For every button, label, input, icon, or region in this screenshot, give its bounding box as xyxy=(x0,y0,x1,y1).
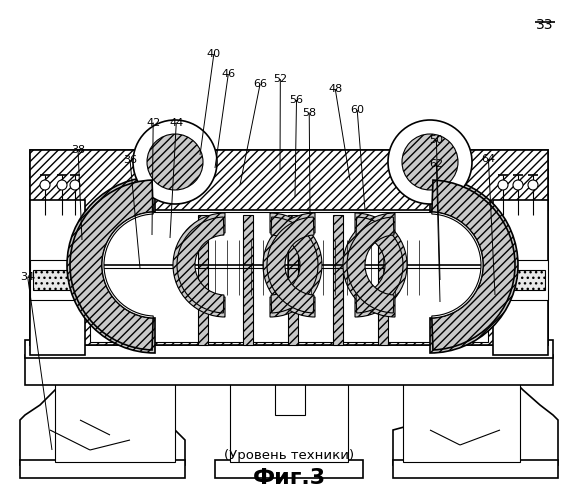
Bar xyxy=(25,340,553,358)
Bar xyxy=(275,355,305,415)
Polygon shape xyxy=(20,360,185,465)
Circle shape xyxy=(388,120,472,204)
Wedge shape xyxy=(70,180,153,350)
Bar xyxy=(493,200,548,355)
Bar xyxy=(30,150,548,345)
Wedge shape xyxy=(67,177,155,353)
Polygon shape xyxy=(403,360,520,462)
Wedge shape xyxy=(343,213,395,317)
Bar xyxy=(198,215,208,345)
Wedge shape xyxy=(432,212,483,318)
Wedge shape xyxy=(355,213,407,317)
Circle shape xyxy=(498,180,508,190)
Circle shape xyxy=(402,134,458,190)
Text: 46: 46 xyxy=(221,69,235,79)
Polygon shape xyxy=(230,360,348,462)
Bar xyxy=(215,460,363,478)
Text: 38: 38 xyxy=(71,145,85,155)
Wedge shape xyxy=(173,213,225,317)
Wedge shape xyxy=(177,217,224,313)
Circle shape xyxy=(513,180,523,190)
Bar xyxy=(243,215,253,345)
Text: (Уровень техники): (Уровень техники) xyxy=(224,448,354,462)
Polygon shape xyxy=(55,380,175,462)
Bar xyxy=(20,460,185,478)
Bar xyxy=(30,200,85,355)
Wedge shape xyxy=(432,180,515,350)
Bar xyxy=(90,212,488,342)
Wedge shape xyxy=(271,217,318,313)
Text: 44: 44 xyxy=(169,118,183,128)
Text: 66: 66 xyxy=(253,79,267,89)
Text: 34: 34 xyxy=(21,272,35,282)
Polygon shape xyxy=(393,360,558,465)
Wedge shape xyxy=(102,212,153,318)
Circle shape xyxy=(528,180,538,190)
Text: 60: 60 xyxy=(350,105,364,115)
Text: 33: 33 xyxy=(535,18,553,32)
Circle shape xyxy=(57,180,67,190)
Text: 62: 62 xyxy=(429,159,443,169)
Bar xyxy=(378,215,388,345)
Circle shape xyxy=(40,180,50,190)
Bar xyxy=(288,215,298,345)
Text: 48: 48 xyxy=(328,84,342,94)
Circle shape xyxy=(70,180,80,190)
Wedge shape xyxy=(263,213,315,317)
Text: 40: 40 xyxy=(207,49,221,59)
Bar xyxy=(333,215,343,345)
Circle shape xyxy=(147,134,203,190)
Wedge shape xyxy=(267,217,314,313)
Bar xyxy=(33,270,82,290)
Text: 58: 58 xyxy=(302,108,316,118)
Text: Фиг.3: Фиг.3 xyxy=(253,468,325,488)
Bar xyxy=(393,460,558,478)
Text: 42: 42 xyxy=(146,118,160,128)
Bar xyxy=(496,270,545,290)
Bar xyxy=(493,260,548,300)
Bar xyxy=(30,260,85,300)
Wedge shape xyxy=(430,177,518,353)
Text: 36: 36 xyxy=(123,155,137,165)
Circle shape xyxy=(133,120,217,204)
Wedge shape xyxy=(356,217,403,313)
Bar xyxy=(25,355,553,385)
Text: 50: 50 xyxy=(429,135,443,145)
Text: 64: 64 xyxy=(481,154,495,164)
Polygon shape xyxy=(30,295,548,345)
Polygon shape xyxy=(30,150,548,210)
Text: 52: 52 xyxy=(273,74,287,84)
Wedge shape xyxy=(347,217,394,313)
Text: 56: 56 xyxy=(290,95,303,105)
Wedge shape xyxy=(270,213,322,317)
